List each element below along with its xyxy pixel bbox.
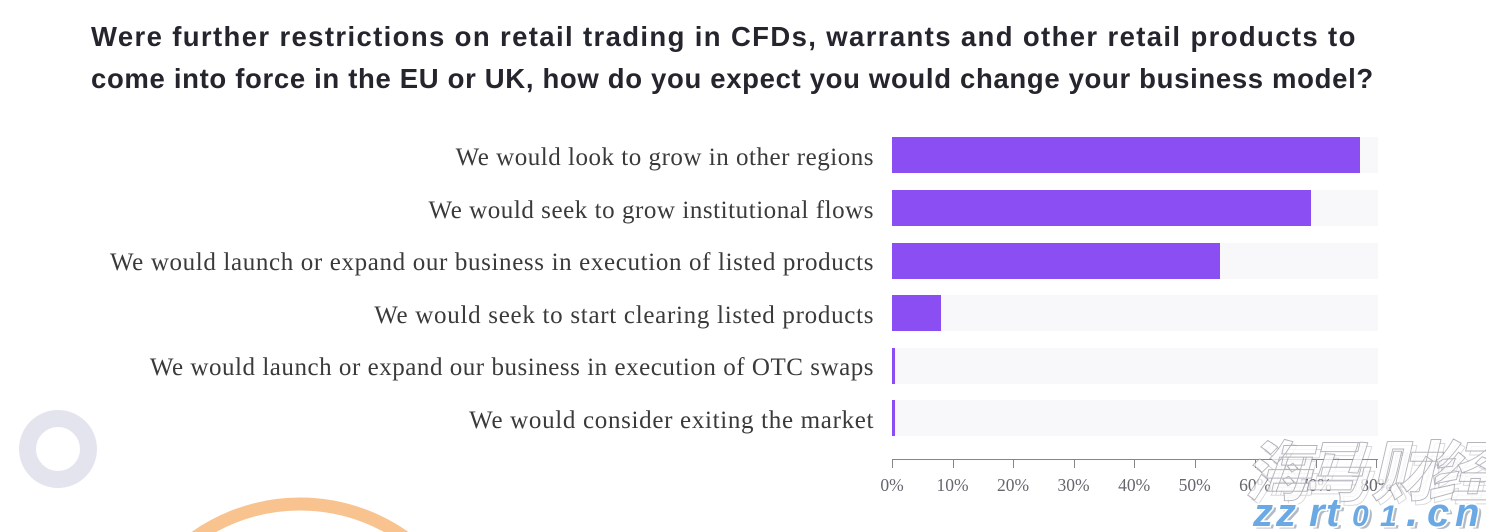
svg-text:.: . bbox=[1410, 490, 1422, 532]
svg-text:r: r bbox=[1313, 494, 1331, 532]
svg-text:r: r bbox=[1309, 491, 1327, 532]
svg-text:c: c bbox=[1431, 494, 1453, 532]
svg-text:t: t bbox=[1326, 491, 1341, 532]
svg-text:1: 1 bbox=[1384, 503, 1401, 532]
svg-text:z: z bbox=[1279, 494, 1300, 532]
svg-text:z: z bbox=[1256, 494, 1277, 532]
svg-text:t: t bbox=[1330, 494, 1345, 532]
svg-text:z: z bbox=[1252, 491, 1273, 532]
svg-text:.: . bbox=[1406, 487, 1418, 532]
svg-text:n: n bbox=[1459, 494, 1483, 532]
svg-text:c: c bbox=[1427, 491, 1449, 532]
svg-text:0: 0 bbox=[1352, 500, 1369, 532]
svg-text:n: n bbox=[1455, 491, 1479, 532]
svg-text:z: z bbox=[1275, 491, 1296, 532]
svg-text:0: 0 bbox=[1356, 503, 1373, 532]
svg-text:1: 1 bbox=[1380, 500, 1397, 532]
